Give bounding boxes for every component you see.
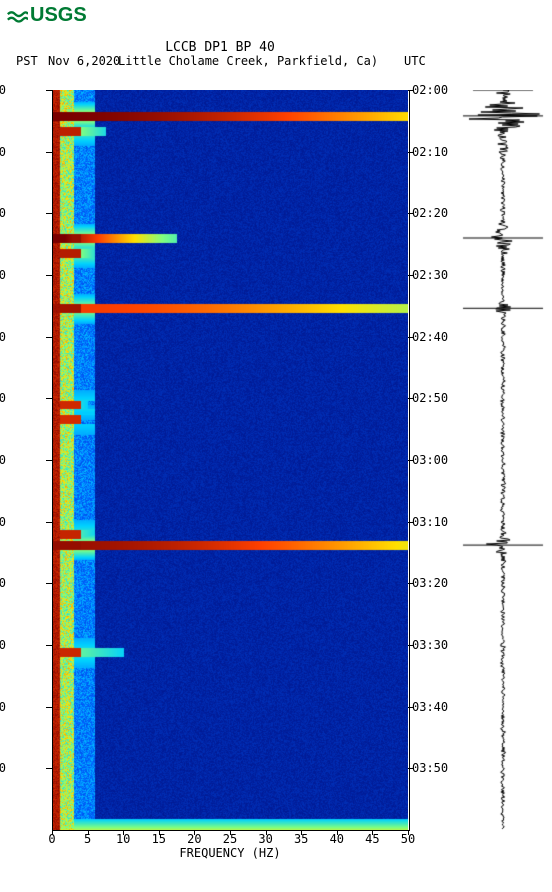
y-right-tick: 02:50 <box>412 391 448 405</box>
y-left-tick: 19:30 <box>0 638 6 652</box>
spectrogram-canvas <box>52 90 408 830</box>
date-label: Nov 6,2020 <box>48 54 120 68</box>
seismogram-trace <box>460 90 546 830</box>
y-right-tick: 03:00 <box>412 453 448 467</box>
y-left-tick: 19:40 <box>0 700 6 714</box>
y-left-tick: 18:50 <box>0 391 6 405</box>
logo-text: USGS <box>30 4 87 27</box>
x-axis-title: FREQUENCY (HZ) <box>52 846 408 860</box>
y-right-tick: 03:10 <box>412 515 448 529</box>
utc-label: UTC <box>404 54 426 68</box>
y-left-tick: 18:00 <box>0 83 6 97</box>
y-right-tick: 03:20 <box>412 576 448 590</box>
y-right-tick: 02:30 <box>412 268 448 282</box>
y-left-tick: 18:10 <box>0 145 6 159</box>
chart-title: LCCB DP1 BP 40 <box>0 40 440 55</box>
y-left-tick: 19:20 <box>0 576 6 590</box>
y-left-tick: 18:40 <box>0 330 6 344</box>
pst-label: PST <box>16 54 38 68</box>
y-left-tick: 19:10 <box>0 515 6 529</box>
seismogram-canvas <box>460 90 546 830</box>
y-left-tick: 19:50 <box>0 761 6 775</box>
y-right-tick: 02:20 <box>412 206 448 220</box>
y-left-tick: 18:20 <box>0 206 6 220</box>
y-right-tick: 03:40 <box>412 700 448 714</box>
y-right-tick: 02:00 <box>412 83 448 97</box>
y-right-tick: 03:30 <box>412 638 448 652</box>
y-right-tick: 02:40 <box>412 330 448 344</box>
station-label: Little Cholame Creek, Parkfield, Ca) <box>118 54 378 68</box>
usgs-logo: USGS <box>6 4 87 27</box>
y-left-tick: 19:00 <box>0 453 6 467</box>
y-right-tick: 03:50 <box>412 761 448 775</box>
y-left-tick: 18:30 <box>0 268 6 282</box>
wave-icon <box>6 5 28 27</box>
spectrogram-chart <box>52 90 408 830</box>
y-right-tick: 02:10 <box>412 145 448 159</box>
